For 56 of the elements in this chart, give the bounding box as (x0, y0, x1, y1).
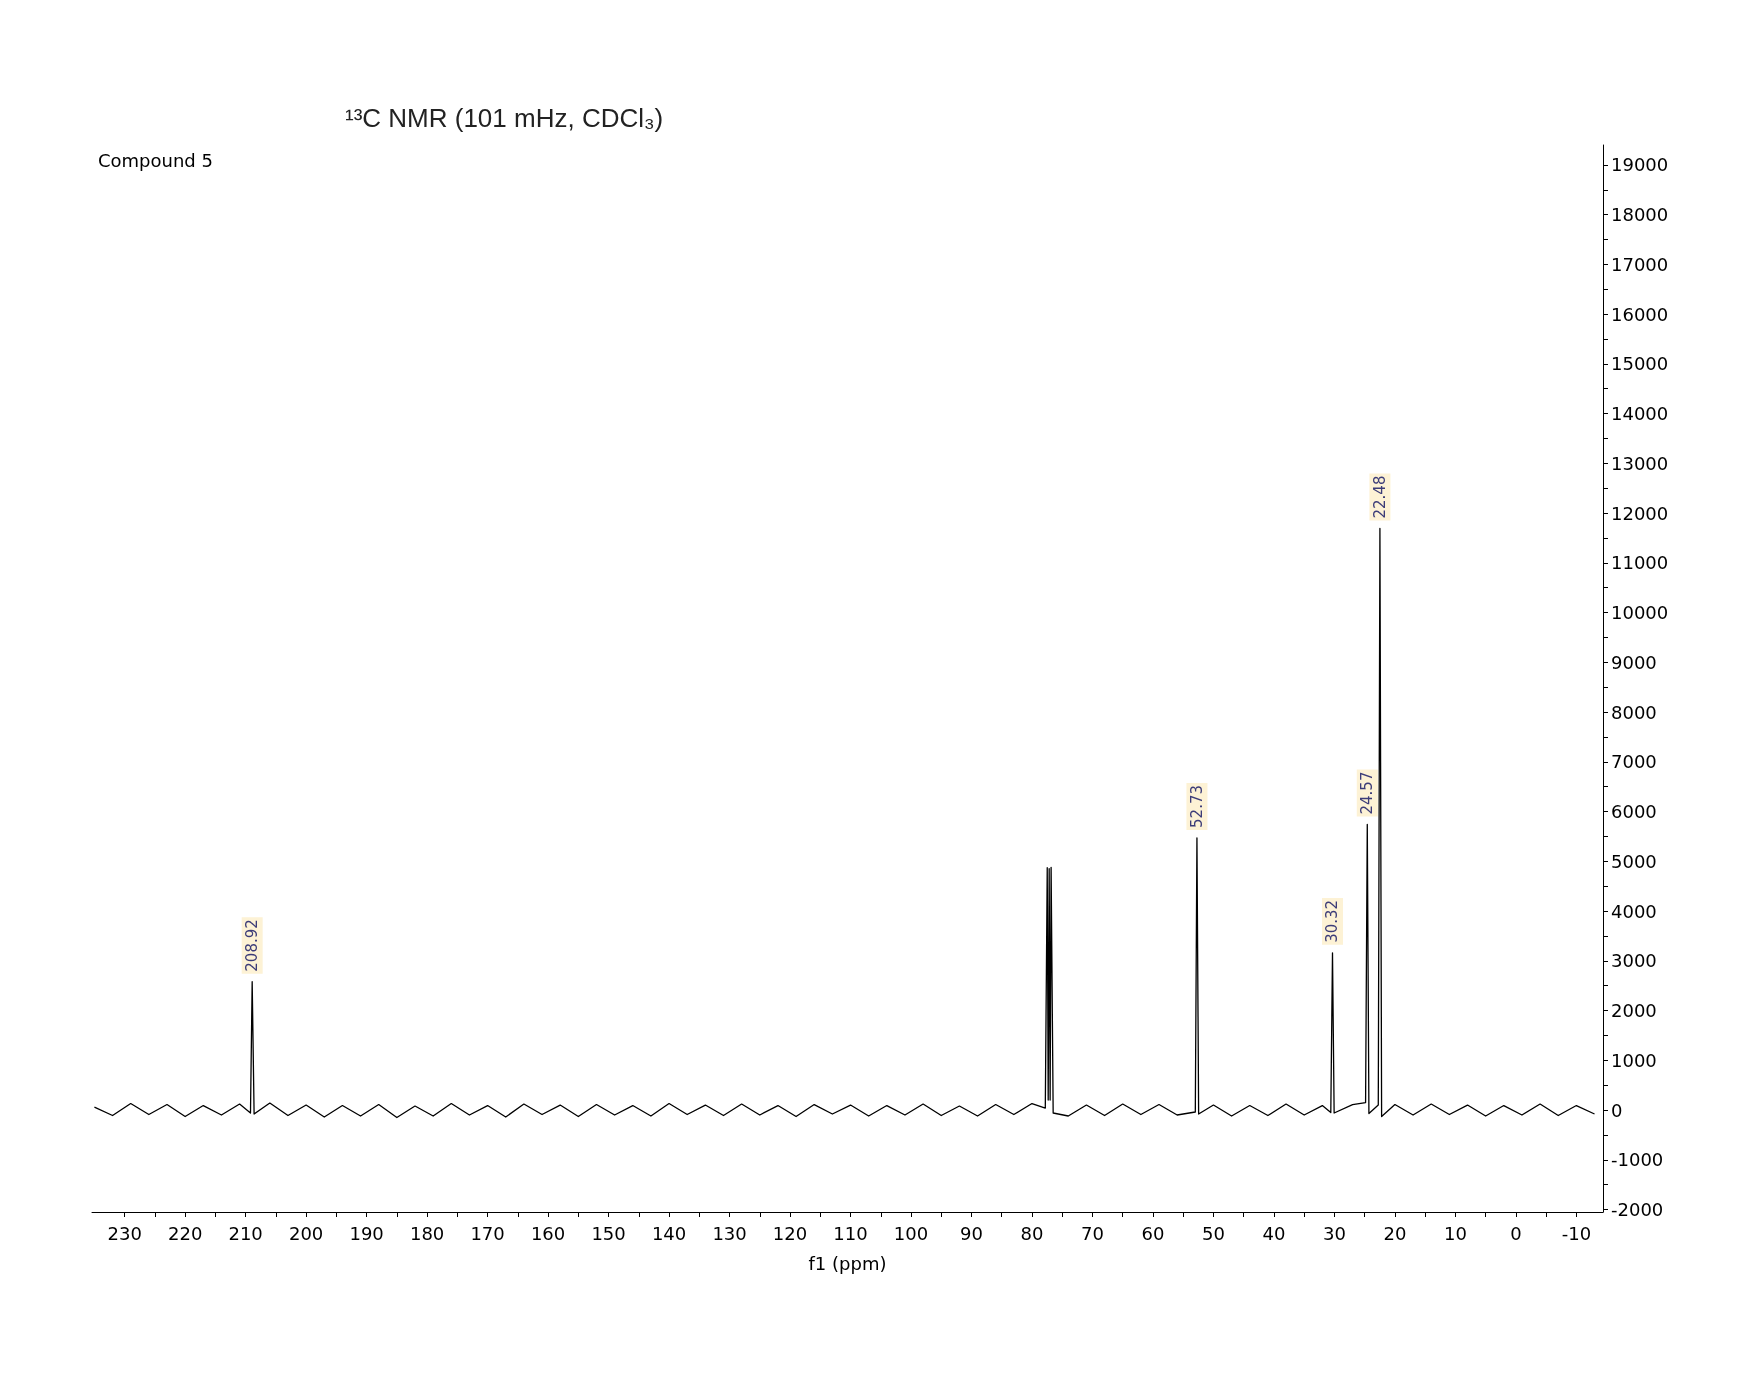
y-tick-label: 3000 (1611, 950, 1657, 972)
x-tick-label: 90 (960, 1222, 983, 1244)
x-tick-label: 80 (1020, 1222, 1044, 1244)
y-tick-label: 18000 (1611, 204, 1669, 226)
y-tick-label: 1000 (1611, 1049, 1657, 1071)
x-tick-label: 180 (409, 1222, 445, 1244)
annotation: 208.92 (243, 919, 262, 972)
x-tick-label: 30 (1322, 1222, 1346, 1244)
y-tick-label: -1000 (1611, 1149, 1664, 1171)
annotation: 24.57 (1358, 771, 1377, 815)
chart-subtitle: Compound 5 (98, 149, 213, 171)
x-tick-label: 230 (107, 1222, 142, 1244)
x-tick-label: 170 (470, 1222, 505, 1244)
chart-title: ¹³C NMR (101 mHz, CDCl₃) (345, 103, 664, 133)
y-tick-label: 4000 (1611, 900, 1657, 922)
y-tick-label: 16000 (1611, 303, 1669, 325)
x-tick-label: 100 (893, 1222, 929, 1244)
annotation: 30.32 (1323, 899, 1342, 943)
x-tick-label: 70 (1081, 1222, 1104, 1244)
x-tick-label: 120 (772, 1222, 808, 1244)
x-axis-title: f1 (ppm) (808, 1252, 887, 1274)
x-tick-label: 150 (591, 1222, 626, 1244)
y-tick-label: 2000 (1611, 1000, 1657, 1022)
y-tick-label: 8000 (1611, 701, 1657, 723)
y-tick-label: 0 (1611, 1099, 1623, 1121)
y-tick-label: 7000 (1611, 751, 1657, 773)
y-tick-label: 11000 (1611, 552, 1669, 574)
x-tick-label: 130 (712, 1222, 747, 1244)
y-tick-label: -2000 (1611, 1199, 1664, 1221)
y-tick-label: 15000 (1611, 353, 1669, 375)
y-tick-label: 9000 (1611, 651, 1657, 673)
x-tick-label: 210 (228, 1222, 263, 1244)
x-tick-label: 220 (167, 1222, 203, 1244)
x-tick-label: 160 (530, 1222, 566, 1244)
x-tick-label: 200 (288, 1222, 324, 1244)
y-tick-label: 14000 (1611, 403, 1669, 425)
y-tick-label: 10000 (1611, 602, 1669, 624)
annotation: 52.73 (1187, 784, 1206, 828)
y-tick-label: 12000 (1611, 502, 1669, 524)
x-tick-label: 10 (1443, 1222, 1467, 1244)
x-tick-label: -10 (1561, 1222, 1592, 1244)
y-tick-label: 5000 (1611, 850, 1657, 872)
x-tick-label: 0 (1510, 1222, 1522, 1244)
y-tick-label: 6000 (1611, 801, 1657, 823)
line-series (93, 527, 1596, 1119)
x-tick-label: 110 (833, 1222, 868, 1244)
x-tick-label: 140 (651, 1222, 687, 1244)
x-tick-label: 190 (349, 1222, 384, 1244)
x-tick-label: 50 (1202, 1222, 1225, 1244)
y-tick-label: 13000 (1611, 452, 1669, 474)
y-tick-label: 17000 (1611, 253, 1669, 275)
annotation: 22.48 (1370, 475, 1389, 519)
y-tick-label: 19000 (1611, 154, 1669, 176)
x-tick-label: 40 (1262, 1222, 1286, 1244)
x-tick-label: 60 (1141, 1222, 1165, 1244)
x-tick-label: 20 (1383, 1222, 1407, 1244)
